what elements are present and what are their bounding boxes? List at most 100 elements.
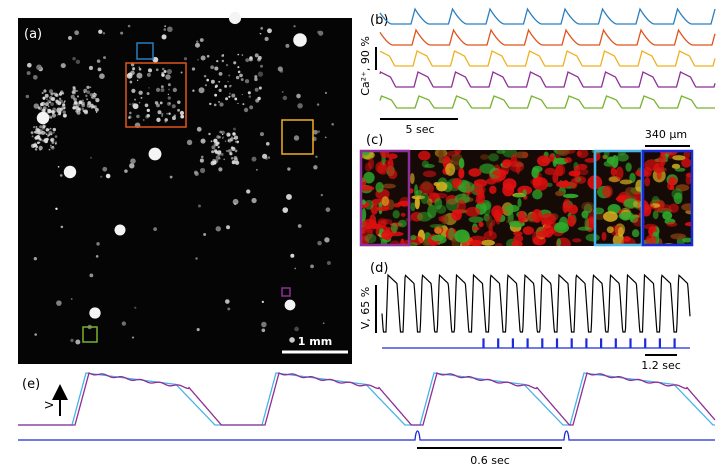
cell [667, 181, 674, 191]
cell [130, 62, 135, 67]
cell [229, 152, 233, 156]
cell [258, 86, 262, 90]
cell [198, 87, 205, 94]
cell [72, 103, 76, 106]
cell [481, 239, 495, 246]
cell [260, 64, 264, 68]
cell [254, 53, 259, 58]
cell [364, 233, 377, 244]
cell [564, 157, 572, 163]
cell [603, 150, 610, 158]
cell [82, 99, 84, 102]
cell [375, 181, 384, 193]
cell [63, 165, 77, 179]
cell [434, 227, 442, 234]
cell [212, 158, 216, 163]
cell [51, 97, 56, 101]
scale-label: 1.2 sec [641, 359, 681, 372]
cell [397, 200, 411, 207]
cell [246, 189, 251, 194]
cell [59, 174, 63, 177]
cell [245, 58, 250, 63]
cell [468, 216, 484, 223]
cell [50, 102, 54, 106]
cell [237, 66, 240, 69]
cell [44, 93, 49, 98]
cell [168, 102, 171, 105]
cell [652, 210, 659, 220]
cell [286, 193, 292, 200]
cell [228, 11, 242, 25]
cell [233, 127, 236, 131]
cell [200, 167, 206, 174]
cell [234, 149, 238, 153]
cell [148, 147, 162, 161]
cell [267, 28, 272, 34]
cell [387, 169, 398, 180]
voltage-trace [18, 372, 716, 426]
cell [54, 135, 58, 138]
cell [218, 80, 221, 83]
cell [218, 72, 223, 76]
cell [541, 221, 557, 227]
cell [237, 70, 241, 74]
cell [445, 198, 460, 212]
cell [161, 112, 164, 116]
cell [234, 140, 237, 143]
cell [601, 231, 607, 241]
cell [169, 175, 173, 179]
cell [260, 27, 264, 30]
cell [167, 26, 173, 33]
cell [215, 141, 219, 145]
cell [121, 321, 127, 326]
cell [153, 227, 157, 231]
cell [161, 34, 167, 40]
cell [576, 150, 589, 159]
cell [221, 137, 224, 139]
cell [92, 95, 96, 98]
cell [62, 103, 66, 107]
cell [227, 307, 231, 311]
cell [670, 233, 687, 240]
cell [255, 168, 258, 171]
cell [127, 24, 131, 28]
cell [25, 94, 30, 99]
cell [377, 217, 388, 228]
cell [41, 139, 44, 142]
cell [200, 155, 204, 159]
cell [161, 115, 163, 117]
scale-label: 1 mm [298, 335, 332, 348]
cell [26, 62, 32, 68]
cell [55, 207, 58, 211]
cell [228, 92, 231, 95]
cell [241, 54, 244, 56]
cell [95, 255, 99, 258]
cell [62, 110, 66, 114]
cell [320, 193, 323, 197]
cell [226, 150, 228, 152]
cell [229, 137, 234, 142]
cell [589, 217, 594, 225]
cell [643, 223, 658, 230]
cell [673, 192, 683, 205]
cell [180, 71, 183, 74]
cell [237, 53, 240, 56]
cell [324, 136, 327, 139]
cell [468, 168, 482, 177]
cell [56, 300, 62, 306]
cell [215, 226, 221, 232]
cell [653, 163, 665, 174]
cell [230, 146, 234, 150]
cell [381, 183, 396, 189]
cell [315, 155, 318, 158]
panel-label: (b) [370, 13, 388, 28]
trace [379, 70, 716, 88]
cell [387, 158, 394, 172]
cell [619, 179, 633, 185]
cell [643, 203, 655, 211]
cell [76, 95, 80, 98]
cell [209, 102, 212, 106]
cell [513, 231, 523, 236]
cell [203, 74, 207, 78]
